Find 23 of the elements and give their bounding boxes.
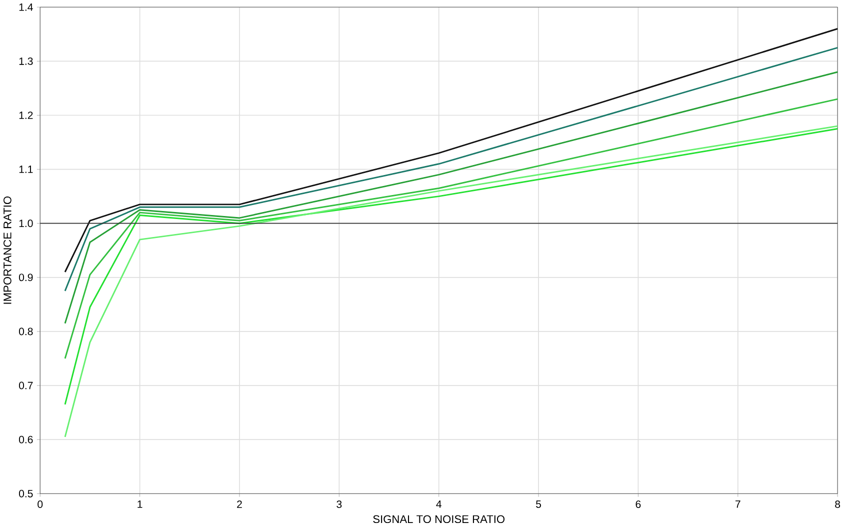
x-tick-label: 7 [736, 500, 740, 508]
y-tick-label: 0.5 [18, 490, 33, 498]
y-tick-label: 0.8 [18, 328, 33, 336]
x-tick-label: 5 [536, 500, 542, 508]
y-tick-label: 1.0 [19, 220, 33, 228]
x-tick-label: 4 [436, 500, 442, 508]
x-tick-label: 1 [138, 500, 142, 508]
y-tick-label: 0.6 [18, 436, 33, 444]
x-tick-label: 3 [336, 500, 342, 508]
y-tick-label: 1.1 [19, 166, 33, 174]
y-tick-label: 1.2 [19, 112, 33, 120]
line-series [64, 71, 838, 324]
y-tick-label: 0.7 [18, 382, 33, 390]
y-tick-label: 1.3 [19, 58, 33, 66]
x-axis-title: SIGNAL TO NOISE RATIO [373, 515, 505, 524]
x-tick-label: 6 [636, 500, 641, 508]
line-series [64, 98, 838, 360]
y-axis-title: IMPORTANCE RATIO [4, 196, 12, 304]
x-tick-label: 8 [835, 500, 840, 508]
x-tick-label: 0 [38, 500, 43, 508]
y-tick-label: 1.4 [19, 4, 33, 11]
y-tick-label: 0.9 [18, 274, 33, 282]
x-tick-label: 2 [237, 500, 242, 508]
